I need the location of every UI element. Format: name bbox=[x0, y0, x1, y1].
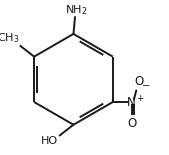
Text: −: − bbox=[142, 81, 150, 91]
Text: +: + bbox=[136, 94, 143, 103]
Text: O: O bbox=[127, 117, 136, 130]
Text: N: N bbox=[127, 95, 136, 108]
Text: O: O bbox=[134, 75, 143, 88]
Text: CH$_3$: CH$_3$ bbox=[0, 31, 19, 45]
Text: HO: HO bbox=[41, 136, 58, 146]
Text: NH$_2$: NH$_2$ bbox=[65, 3, 88, 17]
